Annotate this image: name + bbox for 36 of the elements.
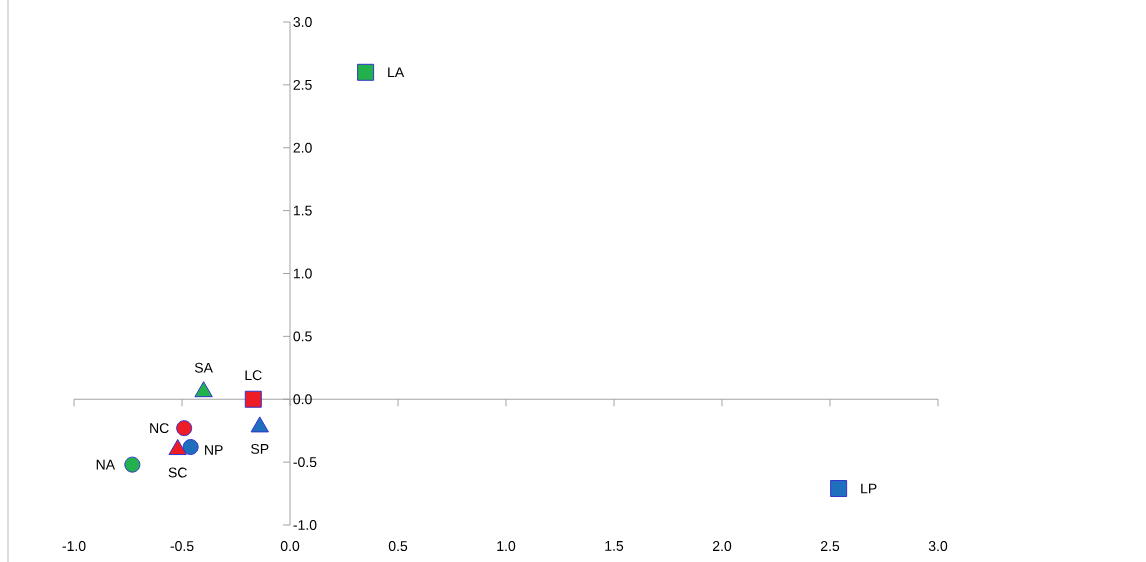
y-tick-label: -1.0 (293, 520, 317, 530)
x-tick-label: 1.5 (605, 541, 624, 551)
point (182, 439, 199, 456)
point (194, 381, 213, 398)
point (830, 480, 848, 498)
x-tick-label: -1.0 (62, 541, 86, 552)
point (168, 439, 187, 456)
point (124, 456, 141, 473)
point (250, 416, 269, 433)
y-tick-label: 1.5 (293, 205, 312, 216)
x-tick-label: 2.5 (820, 541, 840, 552)
series-label: NP (205, 445, 223, 455)
y-tick-label: 2.5 (293, 79, 312, 90)
x-tick-label: 0.0 (280, 541, 300, 552)
series-label: SC (168, 467, 187, 478)
series-label: SP (251, 443, 269, 454)
x-tick-label: 1.0 (497, 541, 516, 552)
x-tick-label: -0.5 (170, 541, 194, 552)
y-tick-label: -0.5 (293, 457, 317, 468)
point (357, 63, 375, 81)
x-tick-label: 0.5 (388, 541, 408, 552)
series-label: LA (388, 67, 405, 78)
series-label: LC (245, 370, 262, 381)
y-tick-label: 3.0 (293, 17, 312, 27)
y-tick-label: 2.0 (293, 142, 312, 153)
y-tick-label: 0.5 (293, 331, 312, 342)
series-label: LP (861, 483, 877, 494)
y-tick-label: 0.0 (293, 394, 312, 405)
series-label: SA (194, 362, 213, 373)
point (176, 420, 193, 437)
x-tick-label: 2.0 (712, 541, 732, 552)
x-tick-label: 3.0 (928, 541, 948, 552)
series-label: NC (150, 423, 169, 434)
series-label: NA (96, 459, 116, 470)
y-tick-label: 1.0 (293, 268, 312, 279)
point (244, 390, 262, 408)
